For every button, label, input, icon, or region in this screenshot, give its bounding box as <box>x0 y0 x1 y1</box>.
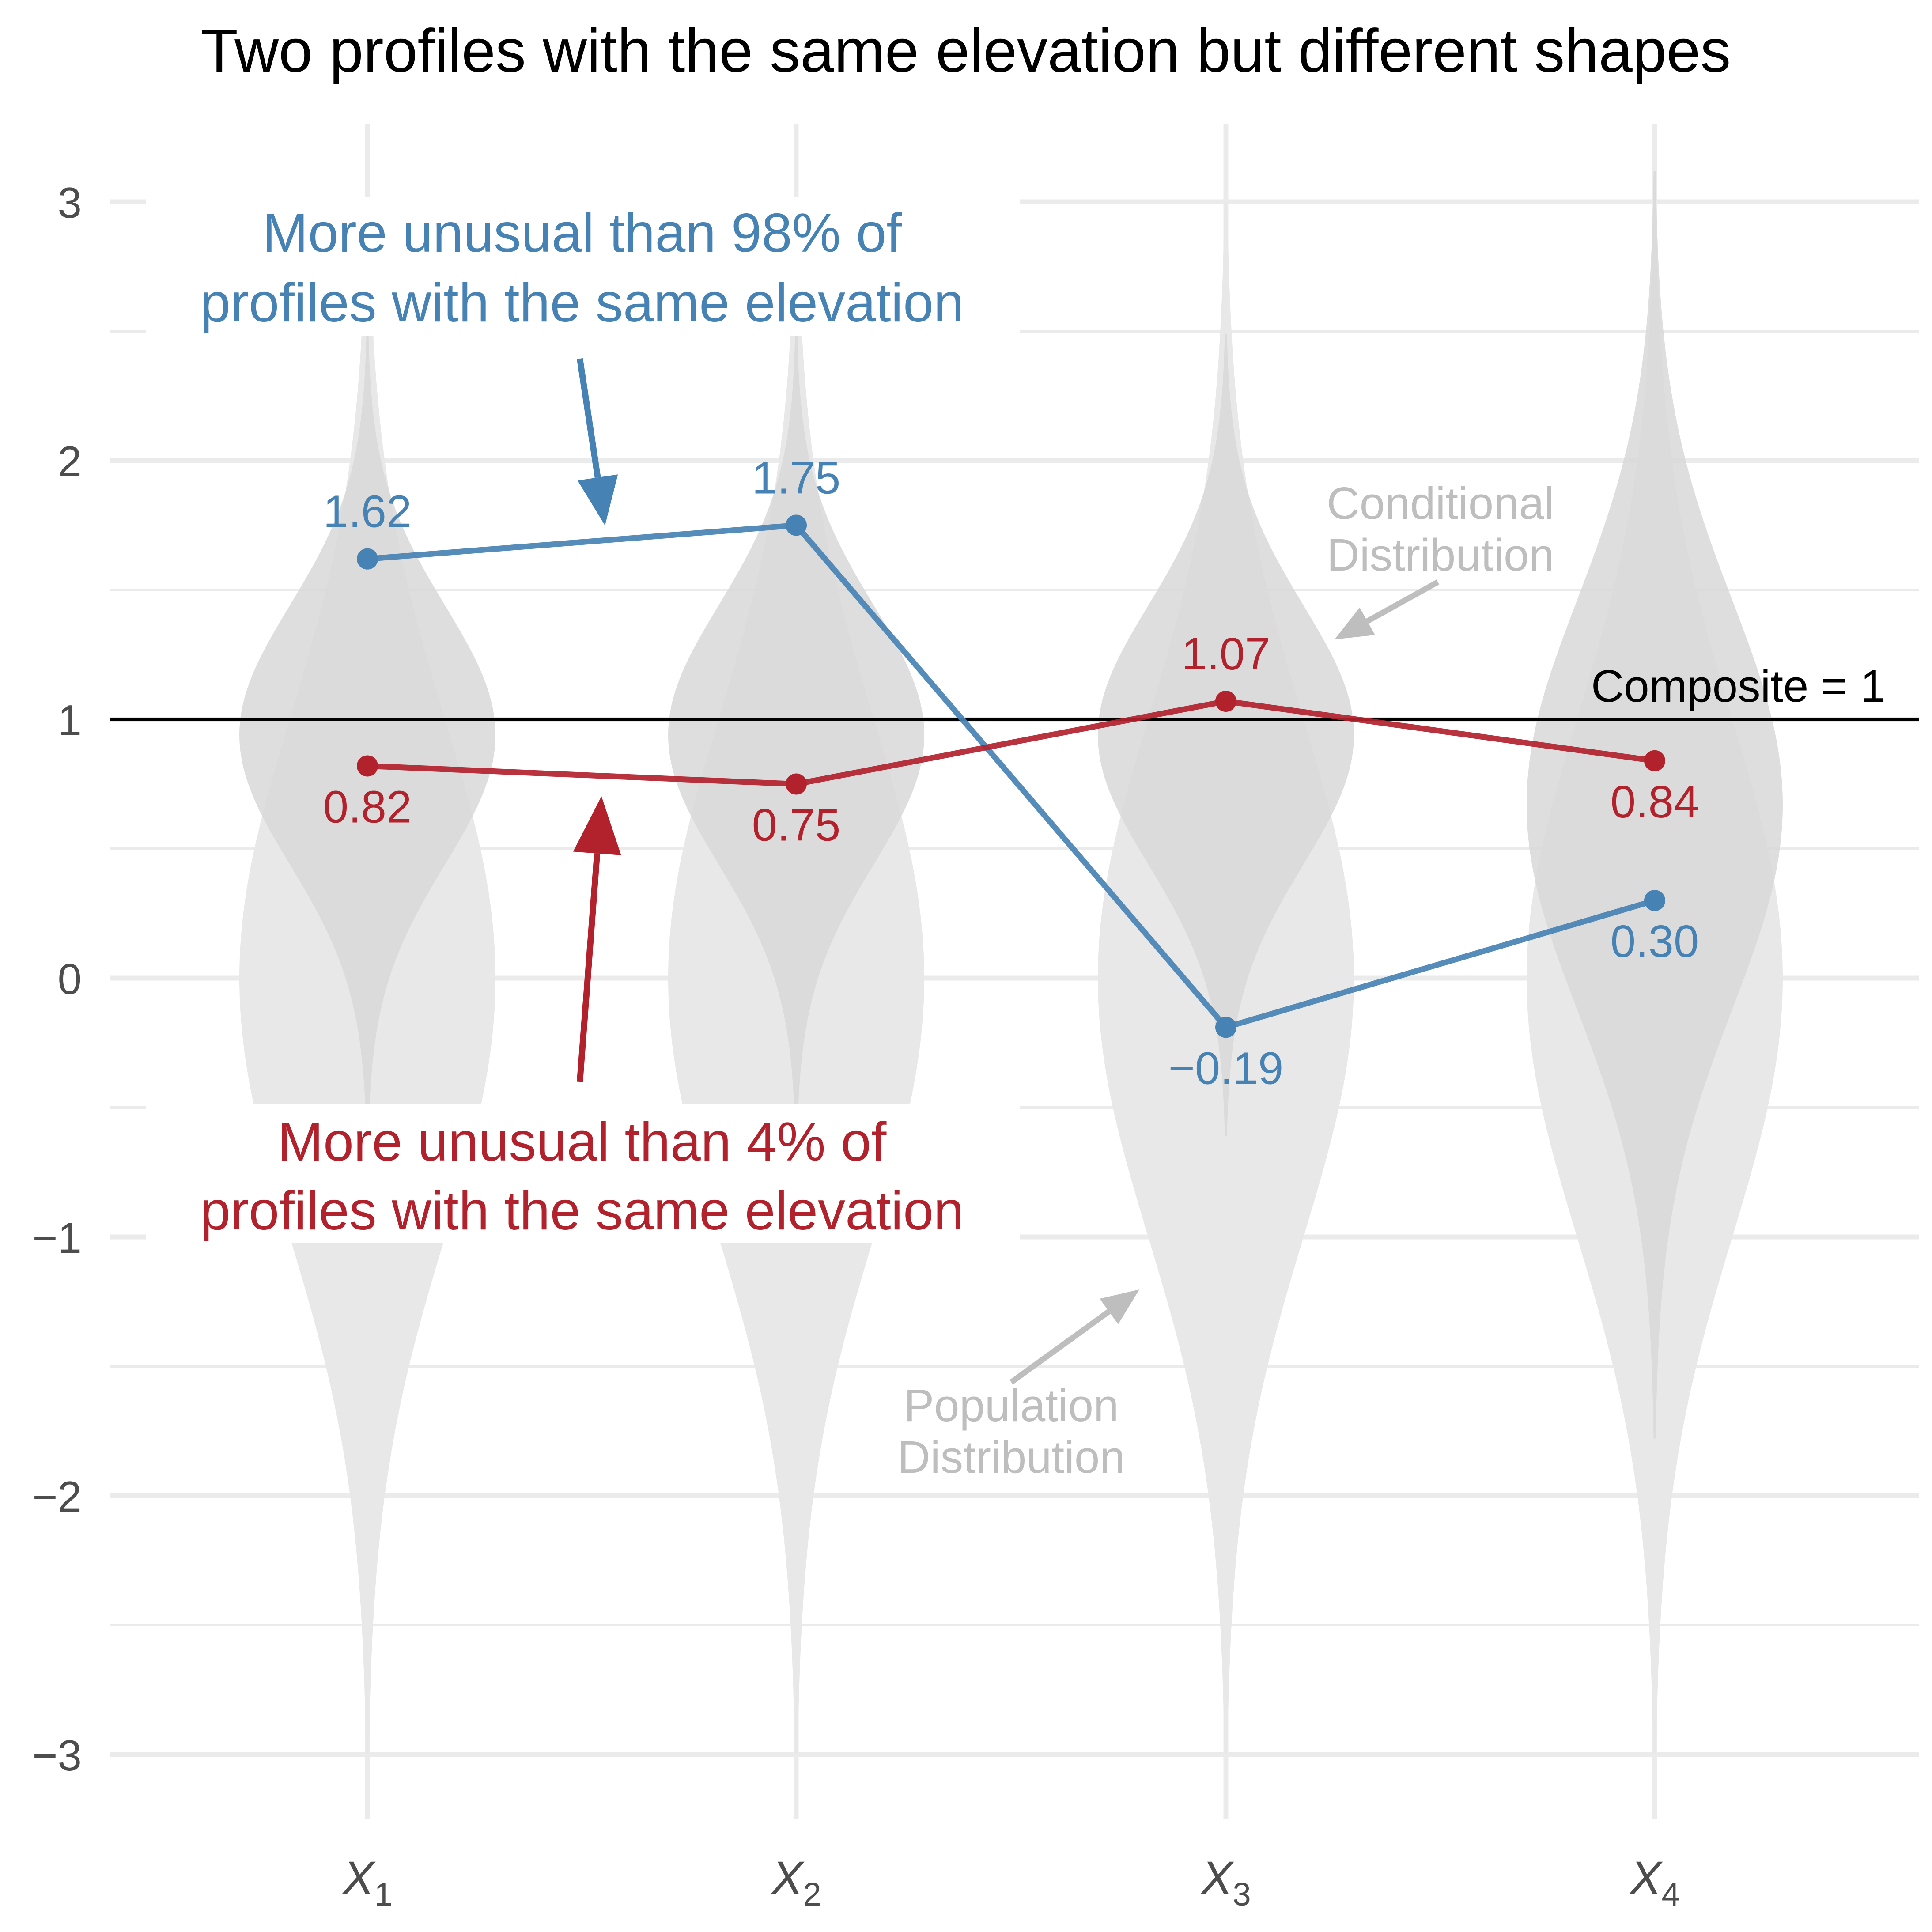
blue-note-line-2: profiles with the same elevation <box>200 272 964 333</box>
series-line-1 <box>367 522 1656 1030</box>
y-tick-label: −1 <box>32 1214 82 1262</box>
y-tick-label: 2 <box>57 437 82 486</box>
blue-note-line-1: More unusual than 98% of <box>262 203 902 264</box>
red-note-arrow-head <box>573 796 621 855</box>
x-tick-label-x3: X3 <box>1199 1851 1251 1913</box>
data-label-s1-x4: 0.30 <box>1611 916 1699 967</box>
x-tick-label-x1: X1 <box>341 1851 392 1913</box>
data-point-s2-x4 <box>1644 750 1665 771</box>
x-tick-label-x2: X2 <box>770 1851 821 1913</box>
population-note-arrow-head <box>1100 1289 1139 1324</box>
composite-label: Composite = 1 <box>1591 661 1886 711</box>
data-label-s1-x1: 1.62 <box>323 486 412 537</box>
data-label-s2-x4: 0.84 <box>1611 776 1699 827</box>
chart-title: Two profiles with the same elevation but… <box>201 17 1731 85</box>
axis-layer: 3 2 1 0 −1 −2 −3 X1 X2 X3 X4 <box>32 178 1679 1913</box>
red-note-arrow <box>573 796 621 1082</box>
y-tick-label: 3 <box>57 178 82 227</box>
data-point-s1-x4 <box>1644 890 1665 911</box>
conditional-violin-x1 <box>239 333 495 1136</box>
population-note-line-2: Distribution <box>897 1432 1125 1482</box>
data-label-s2-x2: 0.75 <box>752 800 840 851</box>
annotation-layer: More unusual than 98% of profiles with th… <box>146 197 1554 1482</box>
population-note-arrow <box>1009 1289 1139 1385</box>
y-tick-label: −2 <box>32 1472 82 1521</box>
population-note-line-1: Population <box>904 1380 1119 1431</box>
blue-note-arrow-head <box>577 474 618 526</box>
x-tick-label-x4: X4 <box>1628 1851 1679 1913</box>
data-label-s2-x1: 0.82 <box>323 781 412 832</box>
y-tick-label: 1 <box>57 696 82 745</box>
red-note-background <box>146 1104 1020 1243</box>
red-note-line-1: More unusual than 4% of <box>278 1112 887 1172</box>
series-line-2 <box>367 698 1655 787</box>
blue-note-arrow-shaft <box>577 358 601 478</box>
data-label-s1-x2: 1.75 <box>752 453 840 503</box>
y-tick-label: 0 <box>57 955 82 1003</box>
series-layer <box>357 514 1665 1038</box>
conditional-note-arrow-shaft <box>1366 579 1440 624</box>
red-note-line-2: profiles with the same elevation <box>200 1180 964 1241</box>
data-point-s2-x3 <box>1215 690 1236 712</box>
conditional-note-arrow-head <box>1335 607 1375 639</box>
conditional-violin-x3 <box>1098 333 1354 1136</box>
data-point-s2-x2 <box>786 773 807 795</box>
data-point-s1-x2 <box>786 514 807 536</box>
data-point-s2-x1 <box>357 755 378 777</box>
blue-note-arrow <box>577 358 618 526</box>
y-tick-label: −3 <box>32 1731 82 1780</box>
conditional-violin-x4 <box>1527 171 1783 1439</box>
data-label-s1-x3: −0.19 <box>1168 1043 1284 1093</box>
data-point-s1-x3 <box>1215 1017 1236 1038</box>
data-point-s1-x1 <box>357 548 378 570</box>
red-note-arrow-shaft <box>577 853 601 1082</box>
blue-note-background <box>146 197 1020 336</box>
label-layer: 1.62 1.75 −0.19 0.30 0.82 0.75 1.07 0.84 <box>323 453 1699 1094</box>
data-label-s2-x3: 1.07 <box>1182 628 1270 679</box>
conditional-note-line-2: Distribution <box>1327 529 1554 580</box>
reference-layer: Composite = 1 <box>110 661 1919 721</box>
population-note-arrow-shaft <box>1009 1309 1111 1385</box>
conditional-violin-x2 <box>668 333 924 1136</box>
conditional-note-line-1: Conditional <box>1327 478 1554 529</box>
conditional-note-arrow <box>1335 579 1440 639</box>
violin-layer <box>239 171 1783 1754</box>
